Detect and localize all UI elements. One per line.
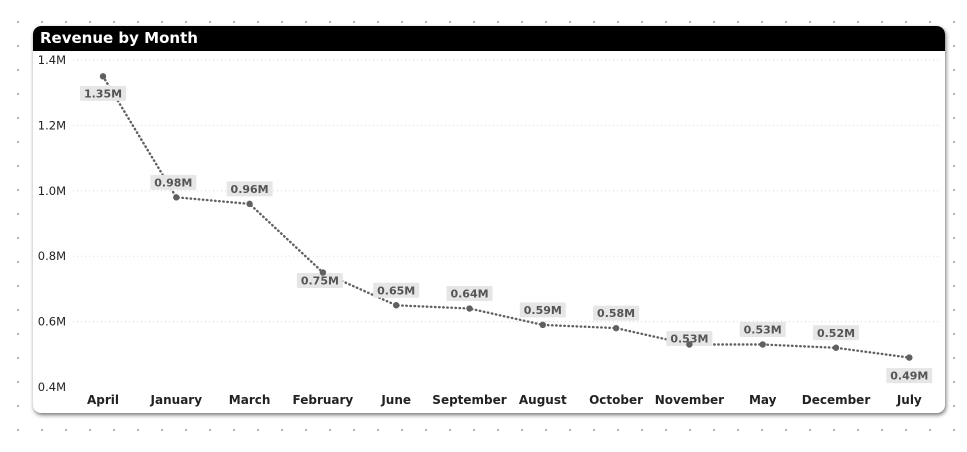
x-tick-label: February: [293, 393, 354, 407]
y-tick-label: 0.8M: [38, 249, 66, 263]
data-label-background: [813, 325, 859, 341]
x-axis: April January March February June September Au…: [87, 393, 922, 407]
y-tick-label: 1.2M: [38, 118, 66, 132]
data-label-background: [739, 321, 786, 337]
gridlines: [73, 59, 941, 323]
data-label: 0.53M: [744, 323, 782, 336]
x-tick-label: June: [380, 393, 411, 407]
data-point: [539, 321, 546, 329]
data-point: [246, 200, 253, 208]
data-point: [173, 194, 180, 201]
data-label: 0.75M: [301, 275, 339, 288]
y-tick-label: 0.6M: [38, 315, 66, 329]
data-label: 0.49M: [890, 370, 928, 383]
data-point: [393, 302, 400, 309]
data-label: 0.98M: [154, 176, 192, 189]
data-label-background: [226, 181, 273, 197]
x-tick-label: July: [896, 393, 922, 407]
data-point: [686, 341, 693, 348]
x-tick-label: October: [589, 393, 643, 407]
data-point: [319, 269, 327, 276]
data-label: 0.53M: [670, 332, 708, 345]
x-tick-label: April: [87, 393, 119, 407]
data-label: 0.64M: [450, 288, 488, 301]
x-tick-label: August: [519, 393, 567, 407]
x-tick-label: November: [655, 393, 724, 407]
data-point: [466, 305, 473, 312]
data-label-background: [666, 330, 713, 346]
x-tick-label: May: [749, 393, 777, 407]
chart-title: Revenue by Month: [40, 29, 198, 47]
series-line: [101, 75, 911, 359]
data-point: [759, 341, 766, 348]
data-label-background: [296, 273, 343, 289]
data-point: [612, 324, 620, 332]
data-label: 0.96M: [231, 183, 269, 196]
x-tick-label: December: [802, 393, 871, 407]
data-label-background: [150, 174, 197, 190]
data-label: 0.65M: [377, 284, 415, 297]
x-tick-label: September: [432, 393, 506, 407]
data-label-background: [446, 286, 493, 302]
data-points: [99, 73, 913, 361]
data-label: 0.59M: [524, 304, 562, 317]
y-axis: 1.4M 1.2M 1.0M 0.8M 0.6M 0.4M: [38, 53, 66, 394]
data-labels: 1.35M 0.98M 0.96M 0.75M 0.65M 0.64M 0.59M 0.58M…: [80, 85, 933, 384]
data-label: 0.58M: [597, 307, 635, 320]
data-label-background: [519, 302, 566, 318]
visual-header: Revenue by Month: [33, 26, 945, 51]
data-point: [99, 73, 107, 80]
y-tick-label: 1.0M: [38, 184, 66, 198]
data-label-background: [886, 368, 933, 384]
x-tick-label: March: [229, 393, 271, 407]
data-point: [906, 354, 913, 361]
line-chart[interactable]: 1.4M 1.2M 1.0M 0.8M 0.6M 0.4M April January Mar…: [33, 26, 945, 413]
data-label-background: [373, 282, 420, 298]
x-tick-label: January: [150, 393, 203, 407]
data-label-background: [593, 305, 640, 321]
data-point: [832, 344, 840, 351]
data-label: 1.35M: [84, 87, 122, 100]
y-tick-label: 0.4M: [38, 380, 66, 394]
y-tick-label: 1.4M: [38, 53, 66, 67]
revenue-line-chart-visual[interactable]: Revenue by Month 1.4M 1.2M 1.0M 0.8M 0.6M 0.4…: [33, 26, 945, 413]
data-label: 0.52M: [817, 327, 855, 340]
data-label-background: [80, 85, 126, 101]
series-line-path: [101, 75, 911, 359]
